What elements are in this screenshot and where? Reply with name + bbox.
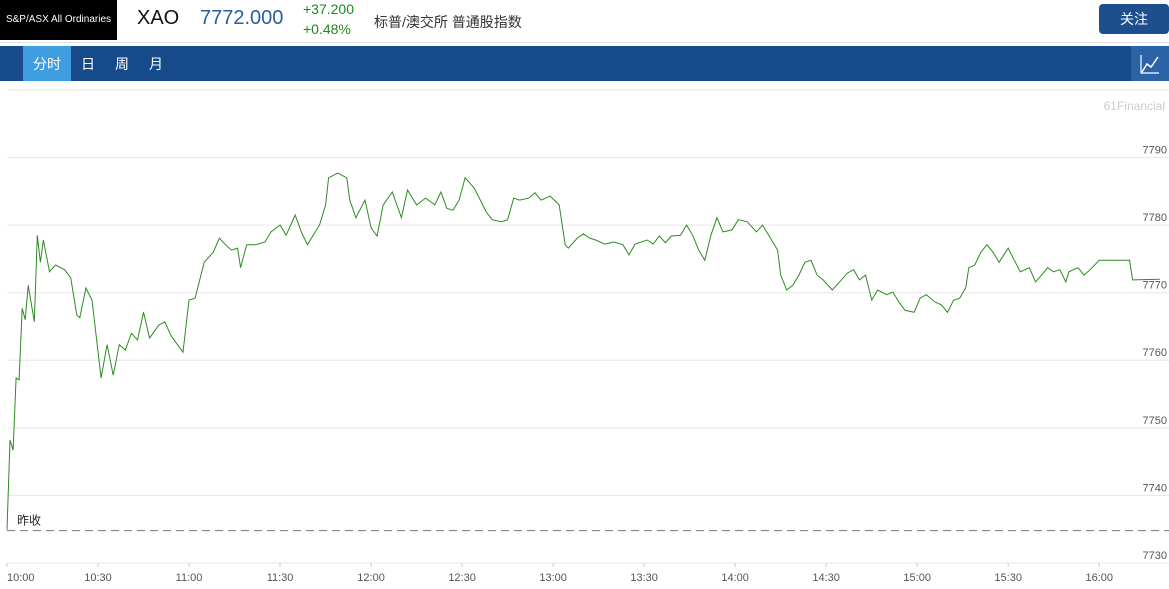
x-tick-label: 12:00: [357, 572, 385, 584]
follow-button[interactable]: 关注: [1099, 4, 1169, 34]
x-tick-label: 10:30: [84, 572, 112, 584]
tab[interactable]: 分时: [23, 46, 71, 81]
tab[interactable]: 周: [115, 56, 129, 72]
icon-graphic: [1140, 55, 1159, 74]
y-tick-label: 7730: [1143, 550, 1167, 562]
y-tick-label: 7740: [1143, 482, 1167, 494]
price-line: [6, 172, 1160, 530]
x-tick-label: 15:30: [994, 572, 1022, 584]
nav-bar: 分时 日 周 月: [0, 46, 1169, 81]
change: +37.200: [303, 1, 354, 17]
prev-close-label: 昨收: [17, 514, 41, 528]
x-tick-label: 11:30: [267, 572, 294, 584]
x-tick-label: 16:00: [1085, 572, 1113, 584]
tab[interactable]: 月: [149, 56, 163, 72]
x-tick-label: 10:00: [7, 572, 35, 584]
tab[interactable]: 日: [81, 56, 95, 72]
watermark: 61Financial: [1104, 99, 1165, 113]
x-tick-label: 11:00: [176, 572, 203, 584]
chart-icon[interactable]: [1131, 46, 1169, 81]
x-tick-label: 15:00: [903, 572, 931, 584]
logo: S&P/ASX All Ordinaries: [0, 0, 117, 40]
y-tick-label: 7790: [1143, 144, 1167, 156]
x-tick-label: 14:00: [721, 572, 749, 584]
index-name: 标普/澳交所 普通股指数: [374, 14, 522, 30]
header: S&P/ASX All Ordinaries XAO 7772.000 +37.…: [0, 0, 1169, 43]
y-tick-label: 7750: [1143, 415, 1167, 427]
x-tick-label: 13:30: [630, 572, 658, 584]
chart: 61Financial 7730 7740 7750 7760 7770 7780 7790 1…: [6, 89, 1169, 584]
price: 7772.000: [200, 7, 284, 29]
y-tick-label: 7760: [1143, 347, 1167, 359]
y-tick-label: 7770: [1143, 280, 1167, 292]
x-tick-label: 12:30: [448, 572, 476, 584]
x-tick-label: 14:30: [812, 572, 840, 584]
change-pct: +0.48%: [303, 21, 351, 37]
y-tick-label: 7780: [1143, 212, 1167, 224]
symbol: XAO: [137, 7, 180, 29]
x-tick-label: 13:00: [539, 572, 567, 584]
